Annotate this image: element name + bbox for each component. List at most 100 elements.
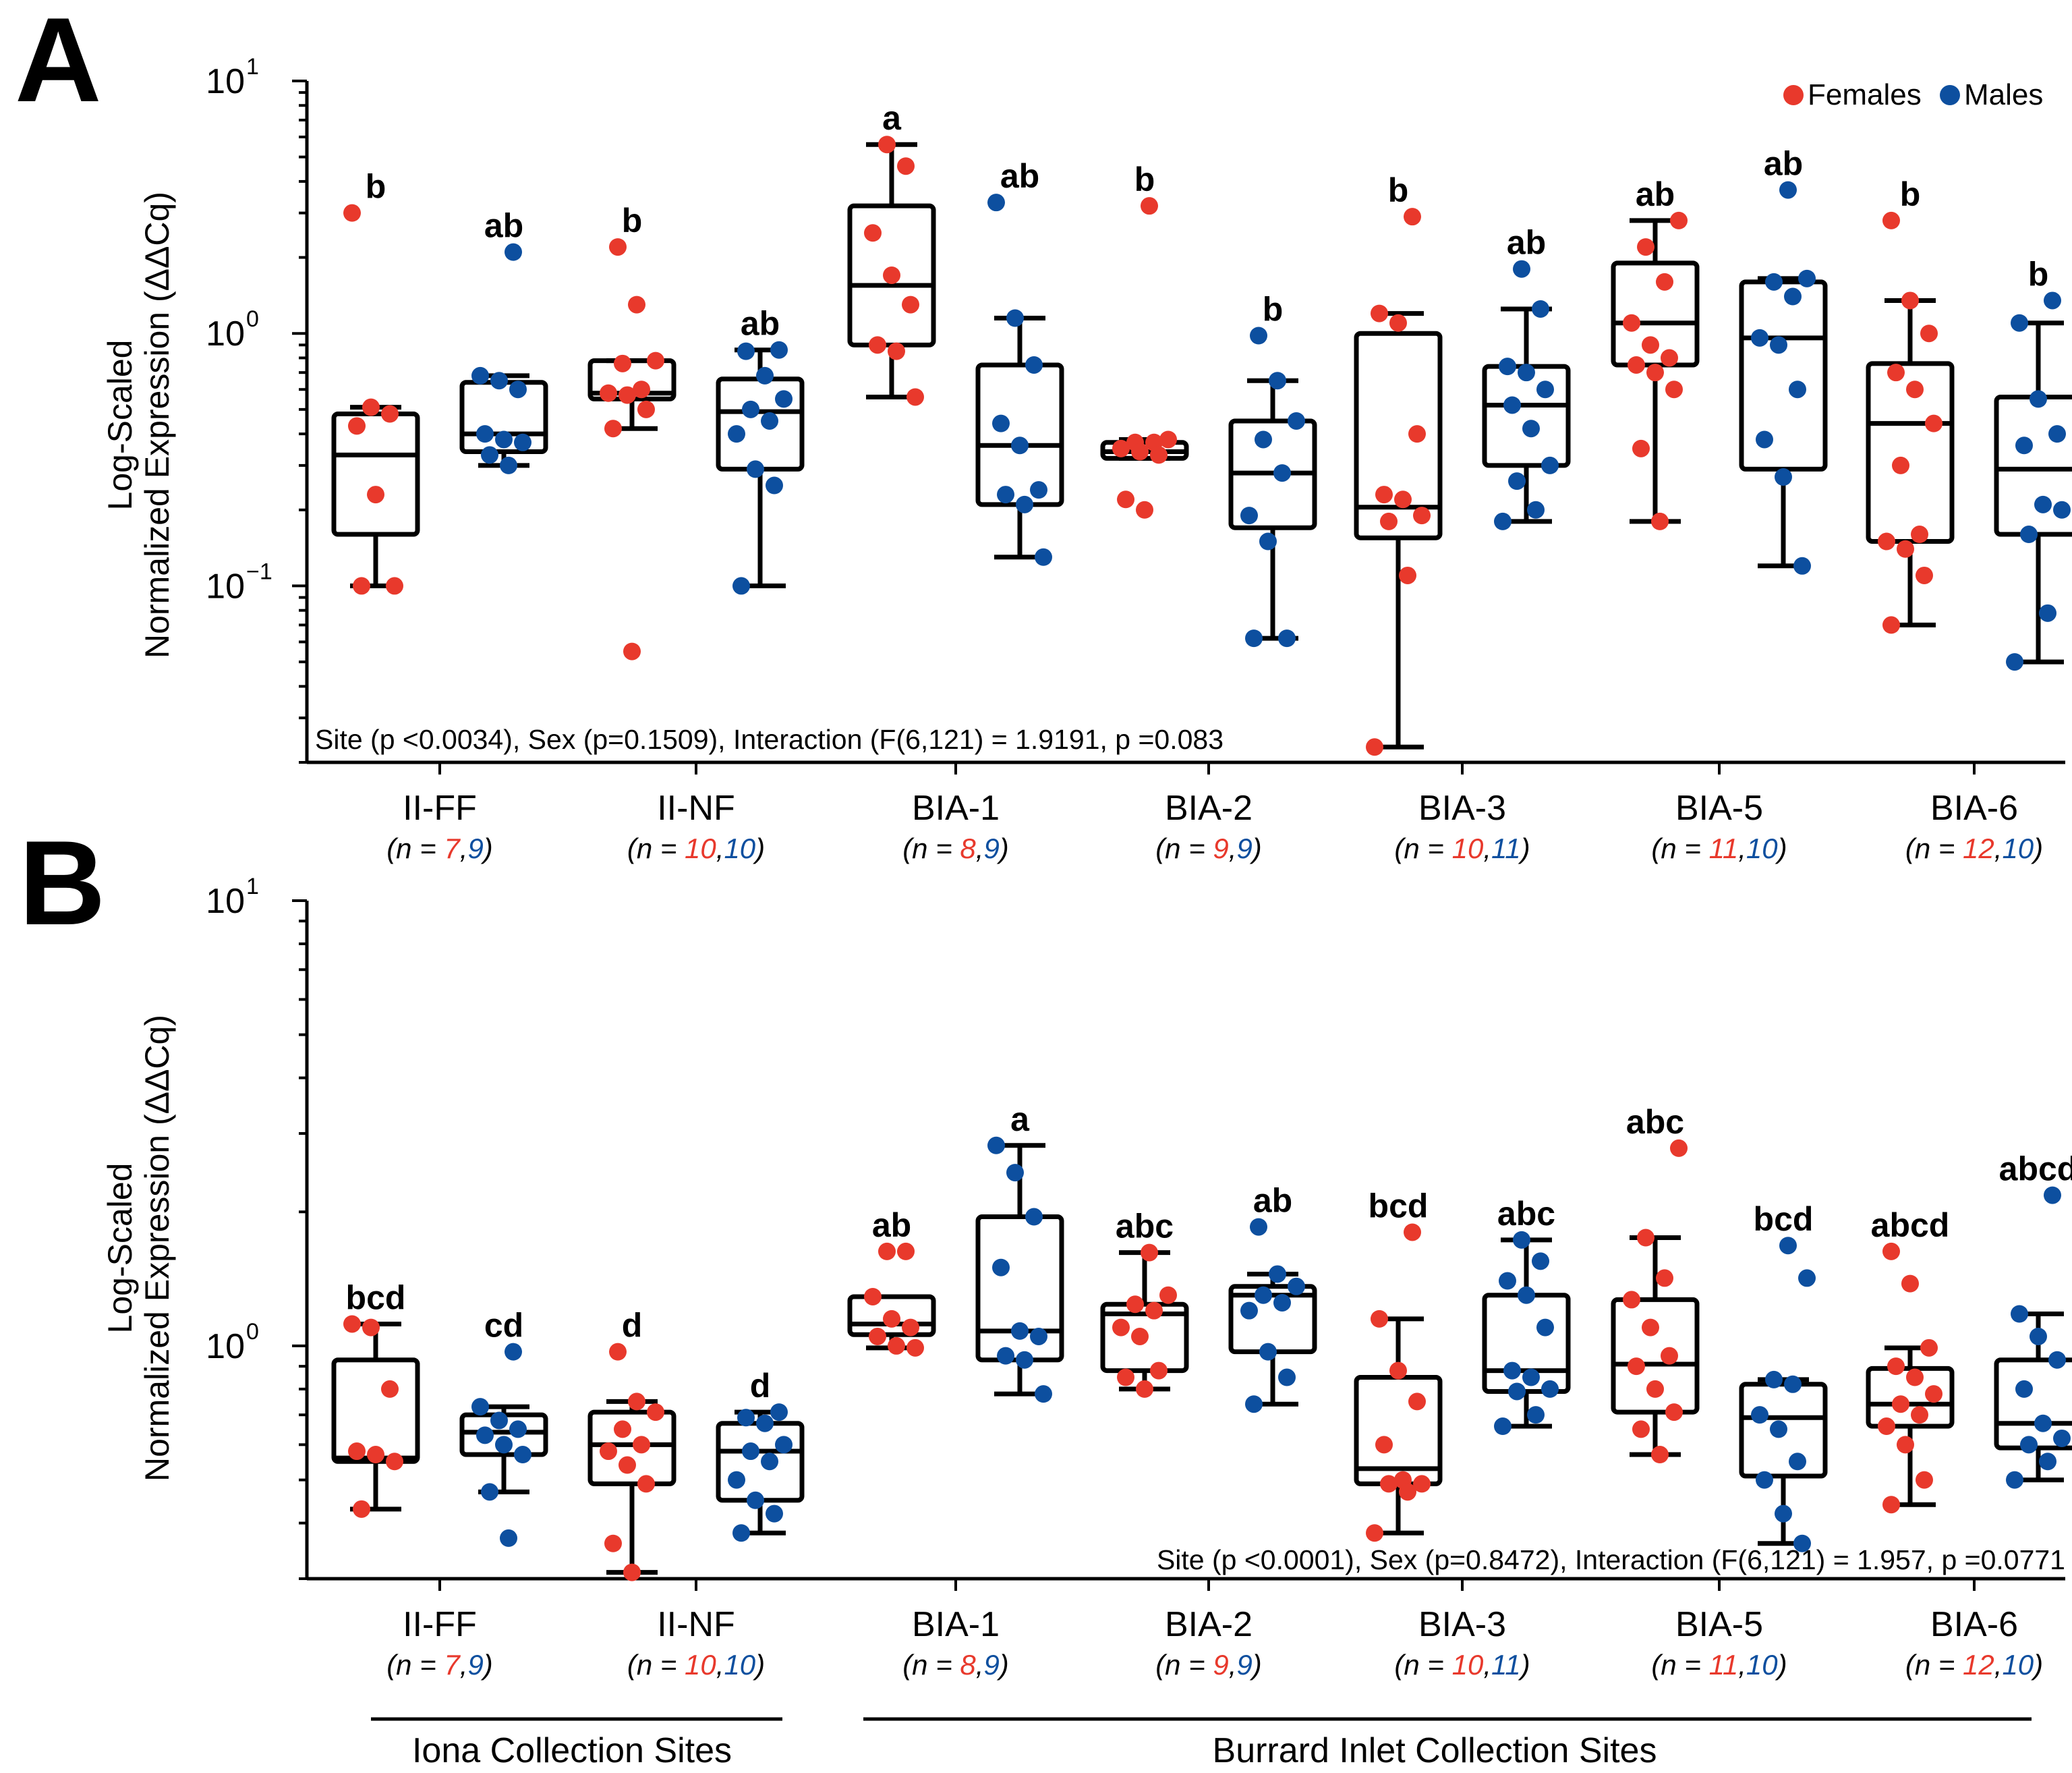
sample-size-part: 10 [685,833,716,864]
female-data-point [888,342,905,360]
sample-size-part: (n = [1905,1649,1963,1681]
sample-size-label: (n = 12,10) [1905,833,2043,864]
sample-size-part: ) [1518,1649,1530,1681]
male-data-point [992,1258,1010,1276]
x-tick-label: BIA-3 [1418,1605,1506,1644]
female-box [1354,331,1443,540]
female-significance-letter: bcd [346,1278,406,1316]
male-data-point [2053,501,2071,519]
male-data-point [737,342,755,360]
male-significance-letter: abcd [1999,1150,2072,1188]
sample-size-label: (n = 10,10) [627,1649,765,1681]
sample-size-part: 11 [1491,833,1521,864]
sample-size-part: 8 [960,833,976,864]
female-data-point [1882,211,1900,229]
male-data-point [1288,1277,1305,1295]
female-data-point [1623,314,1640,332]
female-data-point [614,354,631,372]
male-data-point [1035,548,1052,566]
male-data-point [1789,1453,1806,1471]
male-data-point [1518,364,1535,382]
sample-size-part: ) [1775,1649,1787,1681]
sample-size-part: 9 [467,1649,483,1681]
male-data-point [1522,1368,1540,1386]
female-box [331,412,420,537]
male-data-point [2053,1429,2071,1447]
female-data-point [888,1336,905,1355]
female-data-point [1413,1475,1431,1493]
sample-size-part: ) [2030,833,2043,864]
female-data-point [1117,490,1134,509]
y-tick-label: 10 [206,567,245,606]
female-significance-letter: bcd [1369,1187,1429,1225]
female-data-point [1404,1223,1421,1241]
female-box [1100,1301,1189,1374]
male-data-point [742,1442,759,1461]
x-tick-label: BIA-6 [1930,789,2018,828]
male-data-point [1536,1318,1554,1336]
x-tick-label: BIA-3 [1418,789,1506,828]
female-data-point [1906,381,1924,399]
female-data-point [353,577,370,595]
female-data-point [1878,532,1895,551]
male-data-point [1541,1380,1559,1398]
sample-size-part: ) [1775,833,1787,864]
male-data-point [766,476,783,495]
male-data-point [2034,1414,2052,1432]
female-significance-letter: a [882,99,902,137]
sample-size-part: 9 [1213,833,1228,864]
female-data-point [878,1242,896,1260]
male-data-point [500,1529,517,1547]
female-data-point [883,1310,900,1328]
x-tick-label: BIA-2 [1165,789,1253,828]
male-data-point [1784,1375,1802,1393]
female-significance-letter: b [1900,175,1921,213]
male-data-point [992,414,1010,432]
female-data-point [367,486,384,504]
male-data-point [1269,372,1286,390]
female-data-point [1892,1395,1909,1413]
sample-size-label: (n = 12,10) [1905,1649,2043,1681]
sample-size-part: 9 [983,1649,999,1681]
male-data-point [1245,1395,1263,1413]
male-data-point [1250,327,1267,345]
female-data-point [1150,446,1168,464]
female-data-point [1408,425,1426,443]
sample-size-part: 10 [1452,1649,1484,1681]
sample-size-part: ) [480,1649,493,1681]
female-data-point [1920,325,1938,343]
male-data-point [1273,464,1291,482]
male-significance-letter: abc [1497,1195,1555,1233]
female-data-point [609,1343,627,1361]
y-tick-label: 10 [206,882,245,921]
female-data-point [628,296,645,314]
sample-size-part: 10 [1746,1649,1778,1681]
male-data-point [1240,507,1258,525]
female-data-point [1159,430,1177,449]
female-data-point [1882,1242,1900,1260]
male-data-point [2015,1380,2033,1398]
female-box [1611,1297,1700,1415]
female-data-point [343,204,361,222]
sample-size-part: ) [996,833,1009,864]
female-data-point [348,1442,366,1461]
male-data-point [997,486,1014,504]
female-data-point [1887,1357,1905,1376]
male-data-point [1011,1322,1029,1340]
sample-size-label: (n = 11,10) [1651,1649,1787,1681]
female-data-point [1399,1483,1416,1501]
female-data-point [1380,1475,1398,1493]
y-tick-label: 10 [206,62,245,101]
male-data-point [742,400,759,418]
male-data-point [1245,629,1263,648]
female-data-point [1628,356,1645,374]
sample-size-label: (n = 8,9) [902,833,1009,864]
female-data-point [1670,211,1688,229]
male-data-point [1273,1293,1291,1312]
sample-size-label: (n = 9,9) [1155,1649,1262,1681]
male-data-point [766,1504,783,1523]
female-data-point [600,1442,617,1461]
sample-size-part: , [460,1649,468,1681]
